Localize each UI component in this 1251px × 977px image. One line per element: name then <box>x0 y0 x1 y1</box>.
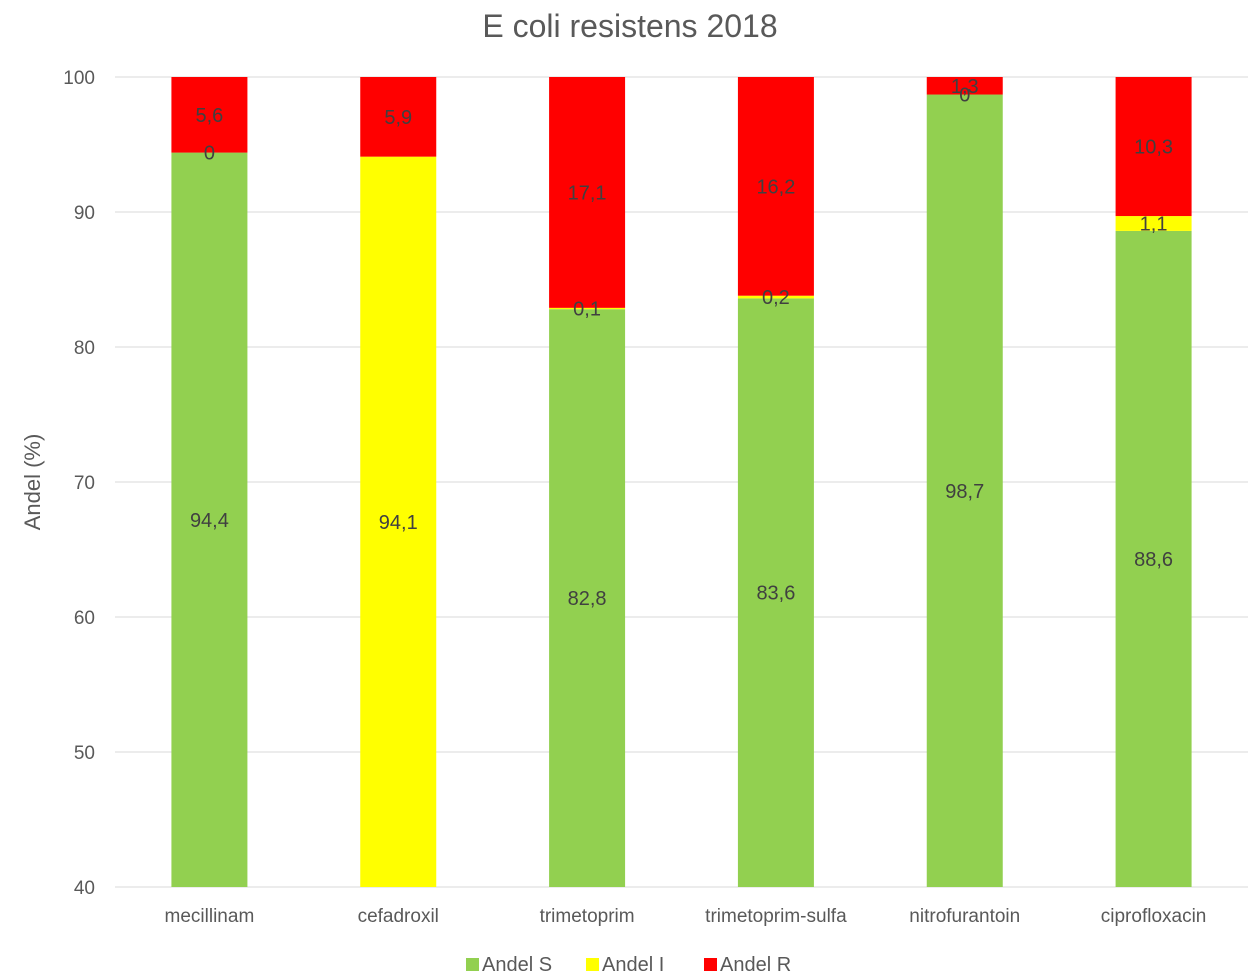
data-label: 1,3 <box>951 76 979 98</box>
data-label: 94,4 <box>190 510 229 532</box>
legend-label: Andel I <box>602 954 664 976</box>
data-label: 5,6 <box>196 105 224 127</box>
legend-swatch-andel-i <box>586 958 599 971</box>
bar-segment-andel-i <box>1115 216 1192 231</box>
y-axis-ticks: 40 50 60 70 80 90 100 <box>63 68 95 899</box>
bar-segment-andel-r <box>171 77 248 153</box>
legend: Andel S Andel I Andel R <box>466 954 791 976</box>
x-tick-label: ciprofloxacin <box>1101 906 1207 927</box>
x-axis-categories: mecillinam cefadroxil trimetoprim trimetopr… <box>165 906 1207 927</box>
gridlines <box>115 76 1248 888</box>
bar-segment-andel-s <box>1115 230 1192 887</box>
y-tick-label: 80 <box>74 338 95 359</box>
y-axis-title: Andel (%) <box>20 434 45 531</box>
chart-title: E coli resistens 2018 <box>482 8 777 44</box>
data-label: 83,6 <box>756 583 795 605</box>
x-tick-label: mecillinam <box>165 906 255 927</box>
bar-segment-andel-r <box>1115 77 1192 217</box>
data-labels: 94,4 0 5,6 94,1 5,9 82,8 0,1 17,1 83,6 0,2 16,2 98,… <box>190 76 1173 610</box>
bar-segment-andel-r <box>926 77 1003 95</box>
bar-segment-andel-r <box>549 77 626 308</box>
bar-segment-andel-r <box>360 77 437 157</box>
data-label: 17,1 <box>568 182 607 204</box>
data-label: 98,7 <box>945 481 984 503</box>
legend-label: Andel R <box>720 954 791 976</box>
y-tick-label: 90 <box>74 203 95 224</box>
data-label: 10,3 <box>1134 137 1173 159</box>
bar-segment-andel-i <box>360 156 437 887</box>
data-label: 16,2 <box>756 176 795 198</box>
data-label: 82,8 <box>568 588 607 610</box>
bar-segment-andel-s <box>926 94 1003 888</box>
x-tick-label: trimetoprim <box>540 906 635 927</box>
data-label: 0,1 <box>573 299 601 321</box>
data-label: 0 <box>204 143 215 165</box>
y-tick-label: 40 <box>74 878 95 899</box>
x-tick-label: trimetoprim-sulfa <box>705 906 847 927</box>
y-tick-label: 50 <box>74 743 95 764</box>
legend-label: Andel S <box>482 954 552 976</box>
data-label: 1,1 <box>1140 213 1168 235</box>
legend-swatch-andel-r <box>704 958 717 971</box>
bar-segment-andel-s <box>737 298 814 887</box>
y-tick-label: 60 <box>74 608 95 629</box>
data-label: 5,9 <box>384 107 412 129</box>
data-label: 0,2 <box>762 287 790 309</box>
x-tick-label: cefadroxil <box>358 906 439 927</box>
bar-segment-andel-i <box>737 295 814 299</box>
data-label: 94,1 <box>379 512 418 534</box>
bar-segment-andel-s <box>171 152 248 888</box>
bar-segment-andel-r <box>737 77 814 296</box>
data-label: 0 <box>959 85 970 107</box>
bars <box>171 77 1192 888</box>
y-tick-label: 70 <box>74 473 95 494</box>
data-label: 88,6 <box>1134 549 1173 571</box>
y-tick-label: 100 <box>63 68 95 89</box>
legend-swatch-andel-s <box>466 958 479 971</box>
bar-segment-andel-s <box>549 309 626 887</box>
x-tick-label: nitrofurantoin <box>909 906 1020 927</box>
bar-segment-andel-i <box>549 307 626 310</box>
